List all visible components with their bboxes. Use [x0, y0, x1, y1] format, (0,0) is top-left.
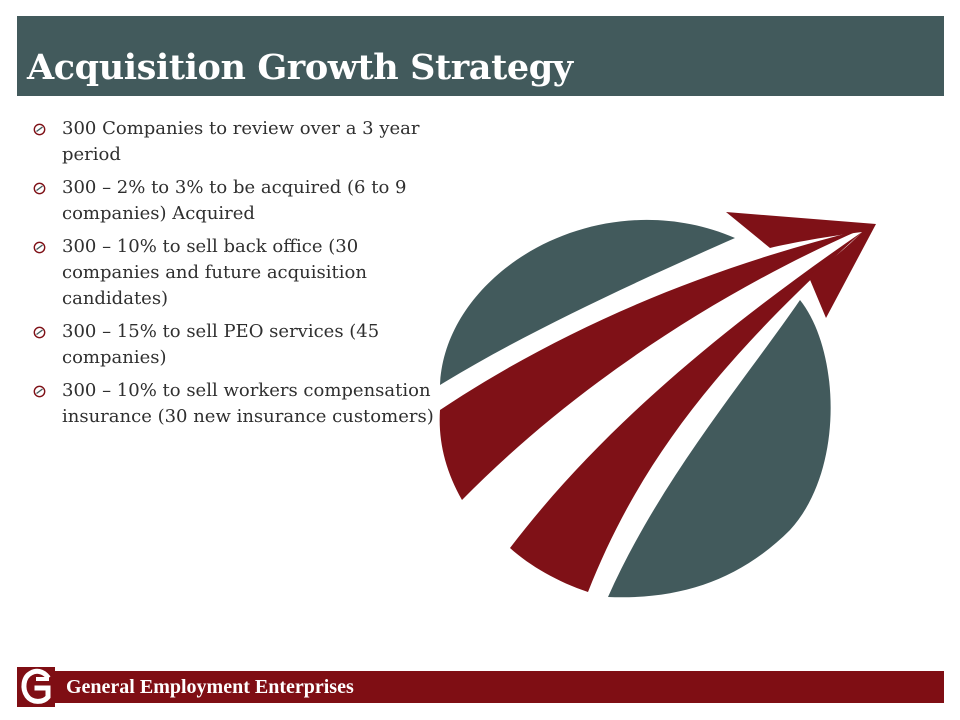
arrow-head	[726, 212, 876, 318]
bullet-text: 300 – 10% to sell back office (30 compan…	[62, 236, 367, 309]
title-bar: Acquisition Growth Strategy	[17, 16, 944, 96]
bullet-item: 300 – 15% to sell PEO services (45 compa…	[32, 319, 452, 371]
bullet-item: 300 – 10% to sell workers compensation i…	[32, 378, 452, 430]
circle-arrow-bullet-icon	[33, 326, 46, 339]
circle-arrow-bullet-icon	[33, 385, 46, 398]
arrow-swoosh-lower	[510, 232, 862, 592]
globe-segment-upper	[440, 219, 735, 385]
bullet-text: 300 Companies to review over a 3 year pe…	[62, 118, 420, 165]
bullet-item: 300 – 2% to 3% to be acquired (6 to 9 co…	[32, 175, 452, 227]
company-name: General Employment Enterprises	[66, 676, 354, 698]
globe-segment-lower	[608, 300, 831, 598]
slide-title: Acquisition Growth Strategy	[27, 47, 573, 88]
bullet-text: 300 – 10% to sell workers compensation i…	[62, 380, 434, 427]
circle-arrow-bullet-icon	[33, 182, 46, 195]
bullet-list: 300 Companies to review over a 3 year pe…	[32, 116, 452, 437]
circle-arrow-bullet-icon	[33, 241, 46, 254]
bullet-text: 300 – 2% to 3% to be acquired (6 to 9 co…	[62, 177, 407, 224]
bullet-text: 300 – 15% to sell PEO services (45 compa…	[62, 321, 380, 368]
growth-arrow-globe-icon	[439, 212, 876, 598]
bullet-item: 300 Companies to review over a 3 year pe…	[32, 116, 452, 168]
company-logo-g-icon	[17, 667, 55, 707]
footer-bar: General Employment Enterprises	[17, 667, 944, 707]
circle-arrow-bullet-icon	[33, 123, 46, 136]
bullet-item: 300 – 10% to sell back office (30 compan…	[32, 234, 452, 312]
arrow-swoosh-upper	[439, 230, 860, 500]
